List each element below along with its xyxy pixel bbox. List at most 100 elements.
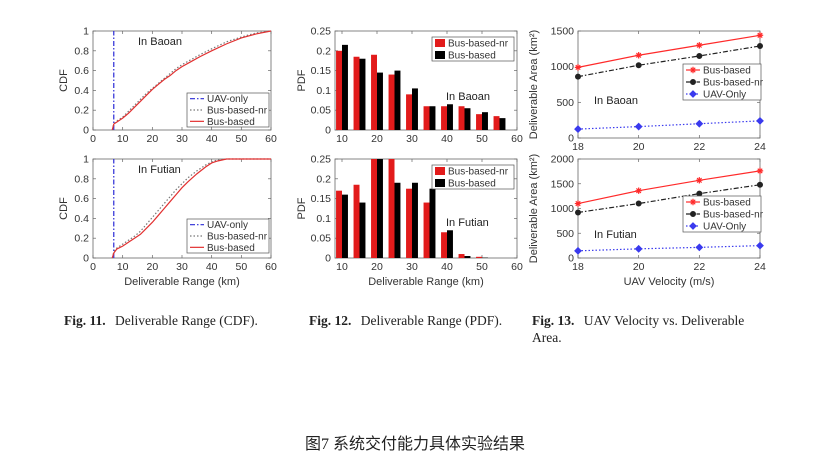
bar [441,106,447,130]
bar [354,57,360,130]
bar [371,159,377,258]
x-axis-label: UAV Velocity (m/s) [624,276,715,288]
y-axis-label: CDF [58,69,70,92]
x-tick-label: 20 [146,133,158,145]
bar [465,108,471,130]
bar [412,183,418,258]
bar [360,59,366,130]
legend-label: UAV-Only [703,90,746,101]
bar [389,159,395,258]
series-marker [758,182,763,187]
bar [476,114,482,130]
x-tick-label: 60 [511,133,523,145]
y-axis-label: Deliverable Area (km²) [528,30,540,139]
y-tick-label: 0.1 [316,213,331,225]
bar [395,71,401,130]
legend-label: Bus-based [207,243,255,254]
y-tick-label: 0.05 [311,233,332,245]
x-tick-label: 20 [633,261,645,273]
bar [441,232,447,258]
x-tick-label: 0 [90,133,96,145]
x-tick-label: 10 [336,133,348,145]
x-tick-label: 20 [371,261,383,273]
y-tick-label: 0.6 [74,193,89,205]
bar [389,75,395,130]
bar [342,45,348,130]
y-tick-label: 0.2 [74,105,89,117]
fig13-label: Fig. 13. [532,313,574,328]
bar [430,189,436,258]
x-tick-label: 50 [476,133,488,145]
x-tick-label: 30 [406,133,418,145]
series-marker [696,177,702,183]
series-marker [636,201,641,206]
x-tick-label: 10 [117,261,129,273]
y-tick-label: 0.4 [74,85,89,97]
fig13-caption-line2: Area. [532,330,562,345]
legend-label: Bus-based [703,66,751,77]
bar [424,106,430,130]
y-axis-label: Deliverable Area (km²) [528,154,540,263]
x-tick-label: 60 [265,133,277,145]
fig13-caption: Fig. 13. UAV Velocity vs. Deliverable [532,313,744,328]
bar [447,104,453,130]
y-tick-label: 0.1 [316,85,331,97]
bar [342,195,348,258]
legend-label: Bus-based-nr [448,167,509,178]
y-tick-label: 1500 [551,178,575,190]
y-tick-label: 0.8 [74,173,89,185]
x-axis-label: Deliverable Range (km) [368,276,484,288]
legend-label: Bus-based-nr [448,39,509,50]
legend-label: Bus-based-nr [207,232,268,243]
y-tick-label: 0.6 [74,65,89,77]
legend-swatch [435,179,445,187]
legend-label: Bus-based [207,117,255,128]
panel-annotation: In Futian [138,164,181,176]
series-marker [697,191,702,196]
x-tick-label: 30 [176,133,188,145]
legend-label: Bus-based [703,198,751,209]
y-tick-label: 0 [83,253,89,265]
series-marker [758,43,763,48]
x-tick-label: 10 [117,133,129,145]
bar [377,159,383,258]
x-tick-label: 40 [206,261,218,273]
bar [476,257,482,258]
series-marker [575,64,581,70]
series-marker [697,53,702,58]
panel-annotation: In Futian [446,217,489,229]
x-tick-label: 60 [265,261,277,273]
bar [412,88,418,130]
bar [459,254,465,258]
panel-annotation: In Baoan [446,91,490,103]
bar [360,203,366,258]
x-tick-label: 22 [693,261,705,273]
y-tick-label: 0.15 [311,65,332,77]
legend-swatch [435,39,445,47]
legend-label: UAV-only [207,220,248,231]
bar [336,191,342,258]
legend-label: Bus-based-nr [703,78,764,89]
x-tick-label: 20 [146,261,158,273]
y-tick-label: 0 [325,125,331,137]
x-tick-label: 50 [235,133,247,145]
bar [447,230,453,258]
bar [371,55,377,130]
y-tick-label: 0 [568,133,574,145]
legend-label: UAV-only [207,94,248,105]
y-tick-label: 0.25 [311,26,332,38]
y-tick-label: 0 [83,125,89,137]
legend-label: Bus-based-nr [207,106,268,117]
x-tick-label: 40 [441,261,453,273]
bar [424,203,430,258]
legend-label: Bus-based-nr [703,210,764,221]
series-marker [576,74,581,79]
y-tick-label: 500 [556,97,574,109]
x-tick-label: 50 [476,261,488,273]
y-tick-label: 0.4 [74,213,89,225]
bar [465,256,471,258]
x-tick-label: 10 [336,261,348,273]
series-marker [636,63,641,68]
